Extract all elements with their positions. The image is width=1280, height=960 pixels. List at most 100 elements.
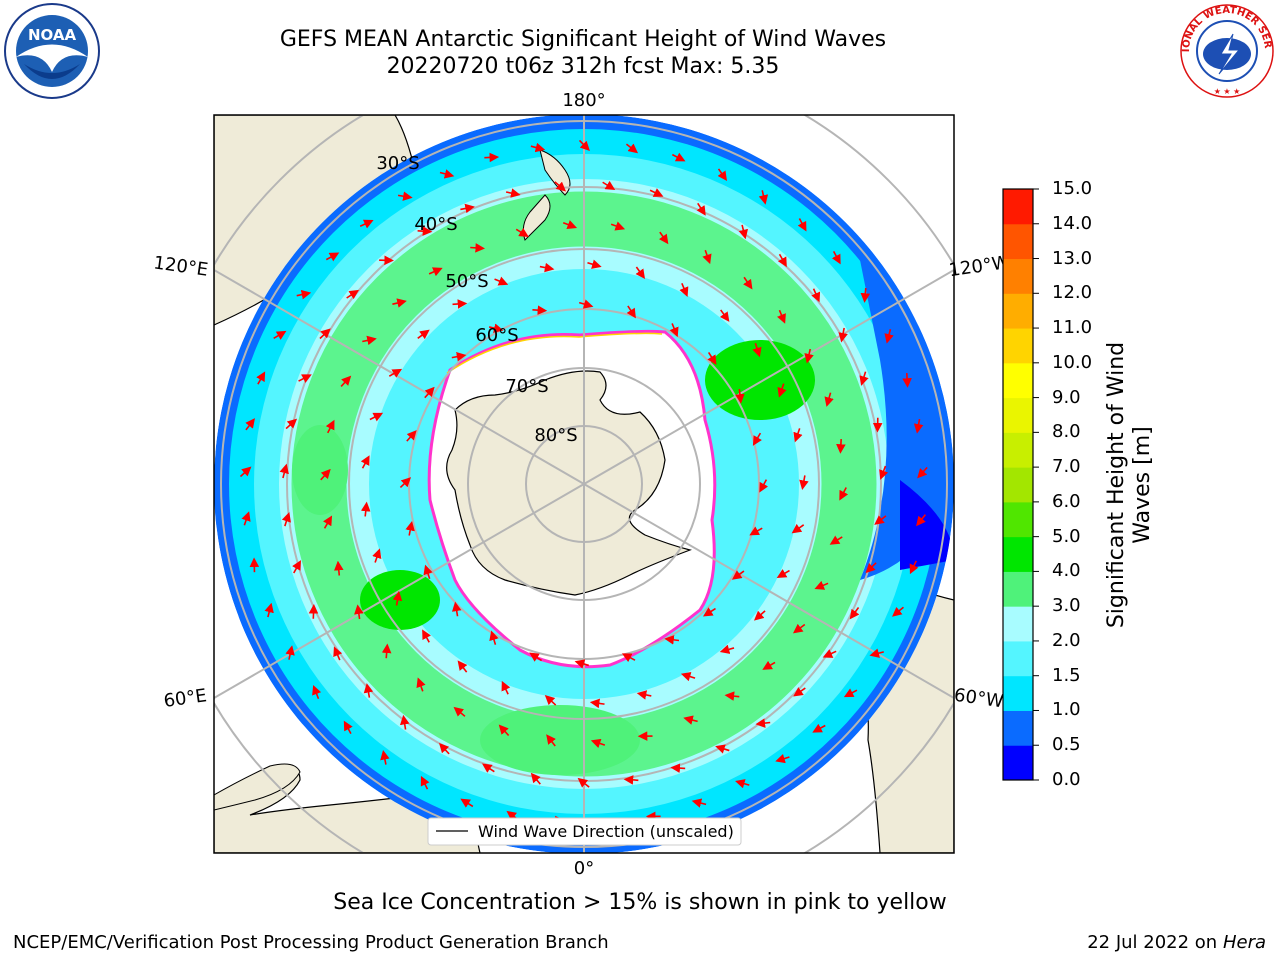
colorbar-bin [1003, 293, 1033, 329]
wind-wave-arrow [812, 723, 826, 733]
wind-wave-arrow [849, 606, 860, 620]
land-antarctica [446, 370, 693, 596]
wind-wave-arrow [691, 798, 707, 808]
wind-wave-arrow [405, 520, 415, 536]
wind-wave-arrow [804, 348, 814, 364]
wind-wave-arrow [392, 298, 407, 308]
wind-wave-arrow [839, 487, 849, 501]
wind-wave-arrow [752, 432, 762, 446]
colorbar-tick-label: 5.0 [1052, 525, 1081, 547]
wind-wave-arrow [658, 231, 669, 245]
wind-wave-arrow [707, 352, 717, 366]
land-new-zealand [522, 149, 571, 241]
wind-wave-arrow [590, 738, 606, 748]
colorbar-bin [1003, 362, 1033, 399]
wind-wave-arrow [554, 181, 567, 192]
wind-wave-arrow [273, 330, 287, 340]
footer-date: 22 Jul 2022 on Hera [1087, 932, 1266, 953]
wind-wave-arrow [417, 226, 433, 236]
wind-wave-arrow [380, 750, 390, 765]
wind-wave-arrow [241, 511, 251, 526]
wind-wave-arrow [451, 601, 462, 617]
wind-wave-arrow [292, 560, 301, 574]
wind-wave-arrow [824, 392, 834, 407]
colorbar-tick-label: 11.0 [1052, 317, 1093, 339]
wind-wave-arrow [388, 368, 403, 378]
wind-wave-arrow [777, 309, 786, 324]
noaa-logo: NOAA [2, 2, 102, 100]
wind-wave-arrow [399, 477, 412, 489]
wind-wave-arrow [515, 227, 529, 238]
wind-wave-arrow [762, 660, 776, 670]
wind-wave-arrow [792, 623, 806, 634]
wind-wave-arrow [457, 660, 468, 673]
wind-wave-arrow [724, 691, 740, 701]
wind-wave-arrow [363, 683, 374, 698]
wind-wave-arrow [424, 386, 435, 399]
wind-wave-arrow [279, 463, 289, 479]
wind-wave-arrow [793, 687, 806, 697]
wind-wave-arrow [340, 375, 352, 387]
wind-wave-arrow [589, 698, 605, 709]
wind-wave-arrow [460, 203, 475, 214]
wind-wave-arrow [539, 262, 555, 273]
wind-wave-arrow [702, 249, 712, 265]
wind-wave-arrow [320, 468, 331, 481]
wind-wave-arrow [296, 289, 312, 300]
colorbar-tick-label: 8.0 [1052, 421, 1081, 443]
wind-wave-arrow [625, 143, 639, 154]
colorbar-bin [1003, 223, 1033, 260]
wind-wave-arrow [452, 299, 468, 309]
colorbar-bin [1003, 745, 1033, 781]
wind-wave-arrow [664, 635, 680, 645]
wind-wave-arrow [460, 798, 474, 808]
wind-wave-arrow [578, 139, 590, 151]
colorbar-bin [1003, 606, 1033, 642]
wind-wave-arrow [529, 652, 543, 662]
wind-wave-arrow [360, 501, 371, 517]
colorbar-bin [1003, 536, 1033, 572]
colorbar-tick-label: 1.0 [1052, 699, 1081, 721]
wind-wave-arrow [913, 418, 924, 434]
wind-wave-arrow [917, 466, 928, 479]
colorbar-tick-label: 4.0 [1052, 560, 1081, 582]
wind-wave-arrow [587, 259, 602, 269]
wind-wave-arrow [719, 644, 735, 654]
lat-label-30s: 30°S [376, 153, 419, 174]
wind-wave-arrow [323, 515, 333, 529]
colorbar-title-line1: Significant Height of Wind [1104, 341, 1129, 629]
wind-wave-arrow [334, 560, 344, 576]
wind-wave-arrow [869, 648, 884, 658]
wind-wave-arrow [859, 371, 869, 386]
colorbar-tick-label: 9.0 [1052, 386, 1081, 408]
wind-wave-arrow [470, 243, 486, 253]
lat-label-40s: 40°S [414, 214, 457, 235]
wind-wave-arrow [879, 465, 889, 480]
colorbar-bin [1003, 501, 1033, 538]
wind-wave-arrow [860, 288, 871, 303]
wind-wave-arrow [829, 535, 843, 545]
svg-text:Wind Wave Direction (unscaled): Wind Wave Direction (unscaled) [478, 822, 734, 841]
wind-wave-arrow [544, 695, 557, 706]
wind-wave-arrow [372, 548, 382, 563]
chart-title: GEFS MEAN Antarctic Significant Height o… [279, 27, 887, 52]
wind-wave-arrow [916, 514, 926, 527]
wind-wave-arrow [577, 777, 590, 788]
colorbar-title-line2: Waves [m] [1130, 426, 1155, 544]
wind-wave-arrow [679, 283, 689, 297]
colorbar-bin [1003, 675, 1033, 711]
wind-wave-arrow [838, 327, 848, 343]
wind-wave-arrow [902, 372, 912, 388]
wind-wave-arrow [325, 252, 340, 262]
wind-wave-arrow [428, 267, 443, 277]
wind-wave-arrow [793, 428, 803, 443]
wind-wave-arrow [623, 775, 639, 785]
wind-wave-arrow [683, 715, 698, 725]
wind-wave-arrow [346, 289, 360, 300]
wind-wave-arrow [775, 753, 790, 764]
wind-wave-arrow [333, 646, 343, 661]
colorbar-bin [1003, 258, 1033, 294]
wind-wave-arrow [743, 276, 753, 290]
wind-wave-arrow [874, 515, 887, 525]
